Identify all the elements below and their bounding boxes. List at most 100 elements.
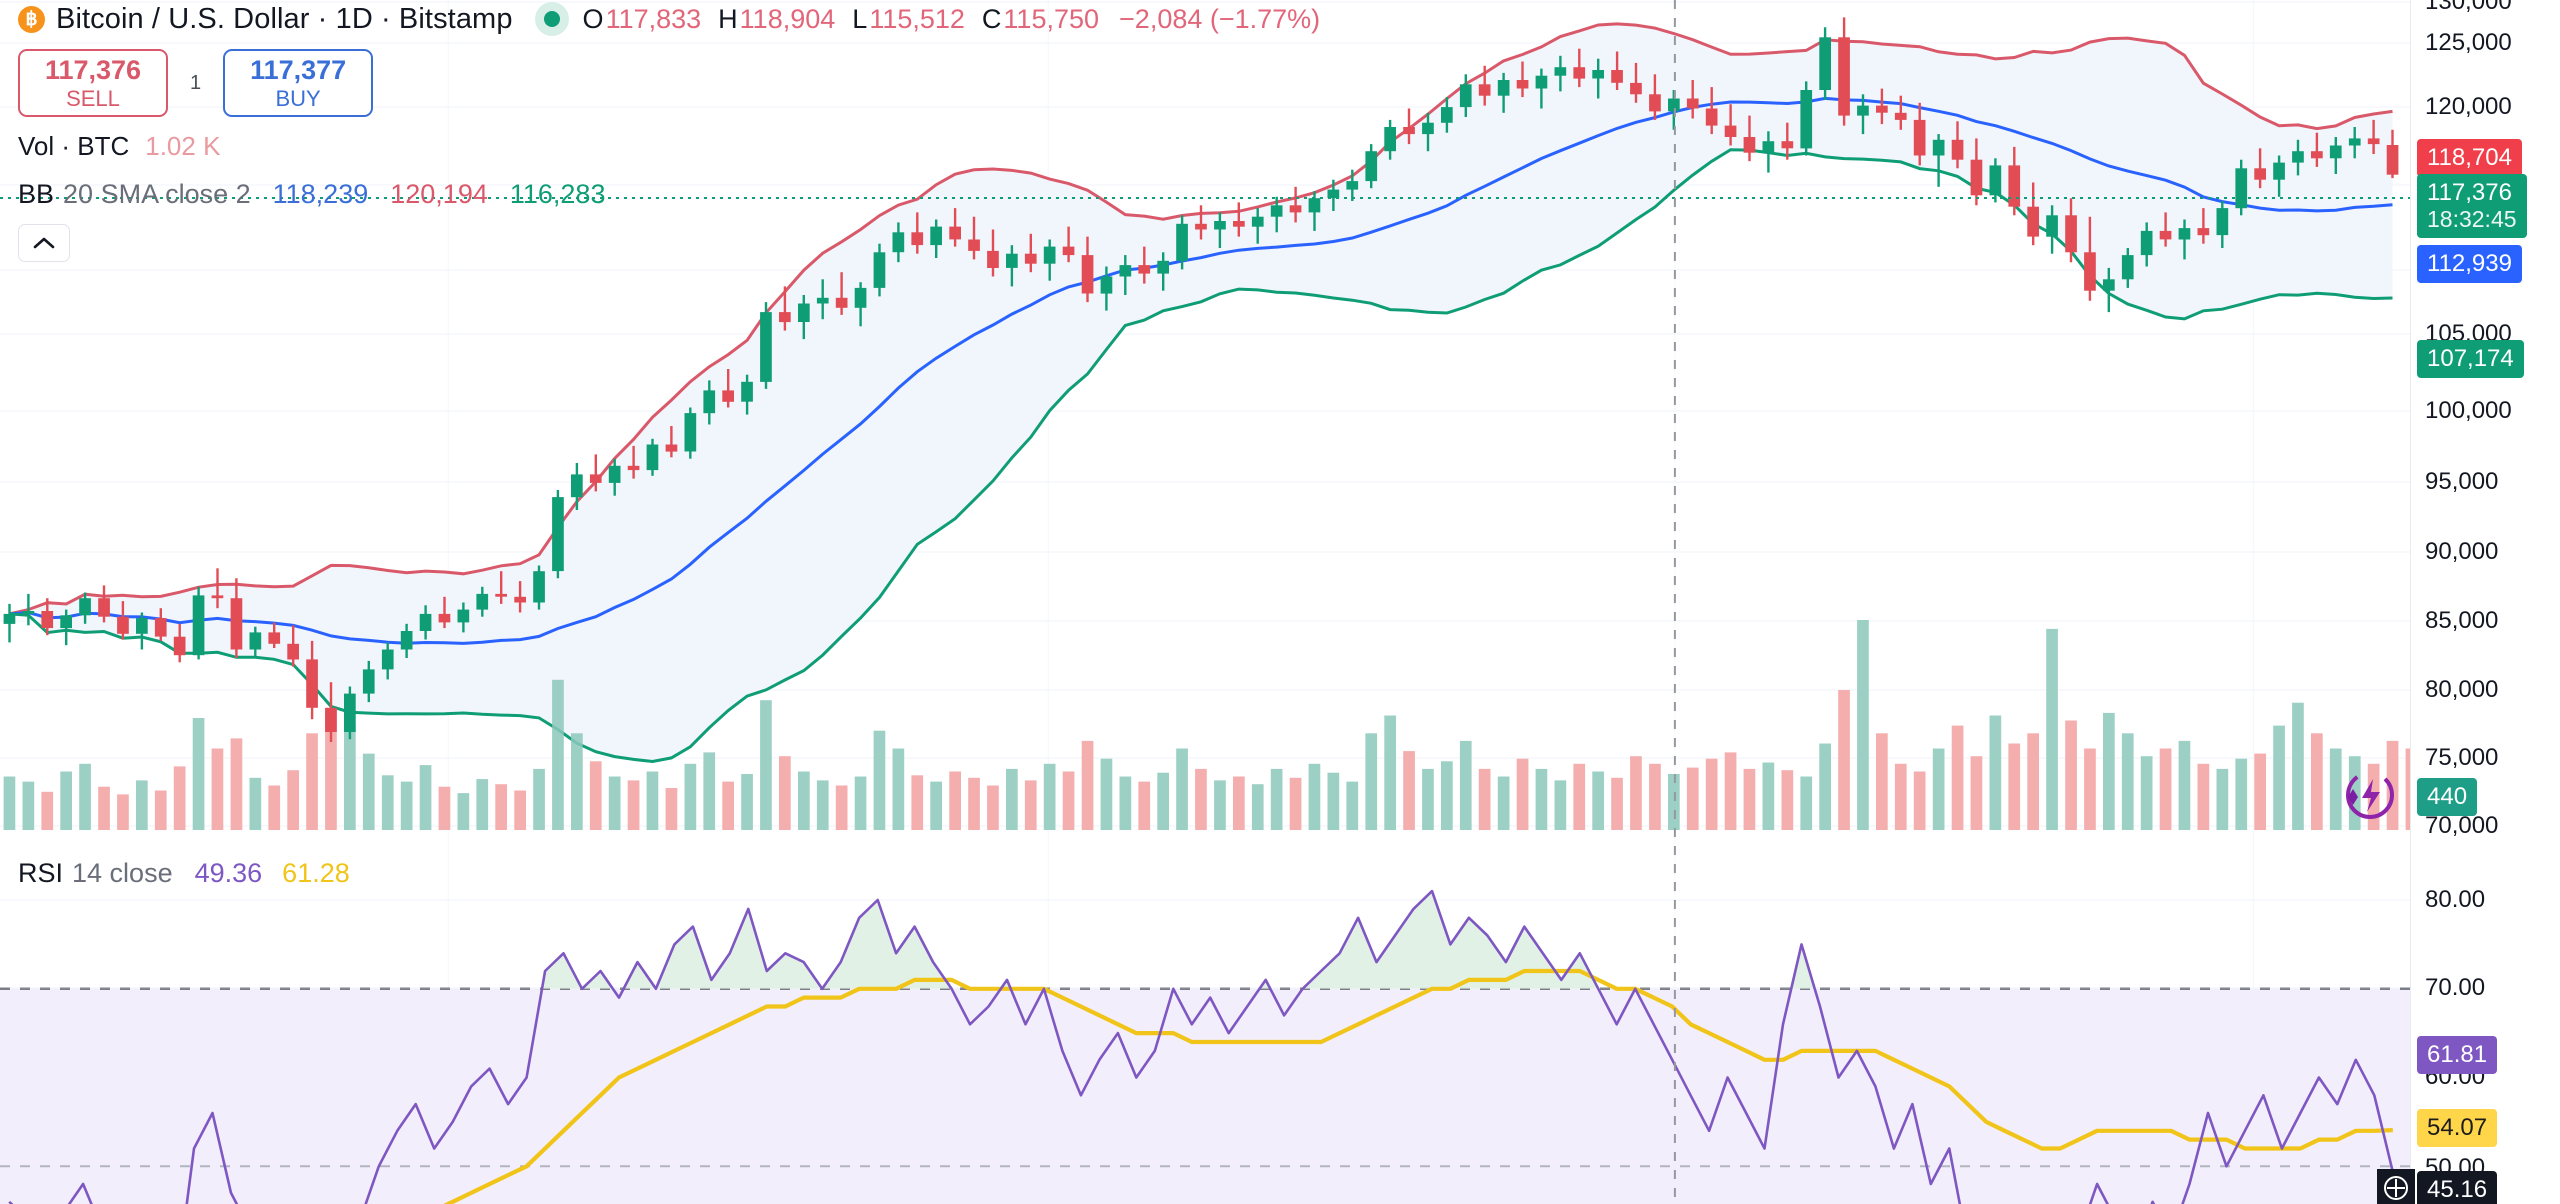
bb-fill <box>9 23 2393 762</box>
volume-bar <box>1743 768 1756 830</box>
sell-button[interactable]: 117,376 SELL <box>18 49 168 117</box>
volume-bar <box>911 775 924 830</box>
volume-bar <box>1857 620 1869 830</box>
candle-body <box>1403 127 1415 135</box>
volume-legend-value: 1.02 K <box>145 131 221 161</box>
candle-body <box>779 312 791 323</box>
bb-legend-name: BB <box>18 179 55 209</box>
volume-bar <box>1403 751 1415 830</box>
volume-bar <box>173 766 186 830</box>
chart-plot-area[interactable] <box>0 0 2410 1204</box>
ohlc-open-label: O <box>582 3 604 34</box>
volume-value-badge[interactable]: 440 <box>2417 778 2478 817</box>
market-open-dot-icon[interactable] <box>534 2 569 36</box>
candle-body <box>2008 165 2021 207</box>
volume-bar <box>514 790 526 830</box>
volume-bar <box>589 761 602 830</box>
candle-body <box>1365 151 1378 182</box>
buy-price: 117,377 <box>250 55 347 86</box>
candle-body <box>2348 138 2361 146</box>
price-scale[interactable]: 130,000125,000120,000115,000110,000105,0… <box>2377 0 2560 1204</box>
volume-bar <box>1970 756 1983 830</box>
volume-bar <box>344 725 356 830</box>
candle-body <box>1762 141 1775 153</box>
volume-bar <box>1630 756 1642 830</box>
candle-body <box>2235 168 2248 209</box>
candle-body <box>533 571 545 603</box>
volume-bar <box>1270 768 1283 830</box>
chart-canvas[interactable] <box>0 0 2410 1204</box>
volume-bar <box>2159 748 2172 830</box>
candle-body <box>1951 139 1964 160</box>
symbol-legend-row[interactable]: ฿ Bitcoin / U.S. Dollar · 1D · Bitstamp … <box>0 0 1320 38</box>
candle-body <box>1233 221 1245 227</box>
candle-body <box>930 226 942 246</box>
buy-label: BUY <box>275 85 321 111</box>
rsi-value-badge[interactable]: 61.81 <box>2417 1036 2498 1075</box>
bb-lower-value: 116,283 <box>509 179 606 209</box>
candle-body <box>2027 206 2039 237</box>
trade-quantity[interactable]: 1 <box>190 71 202 94</box>
volume-legend-row[interactable]: Vol · BTC 1.02 K <box>0 131 1320 162</box>
crosshair-price-badge[interactable]: 45.16 <box>2417 1171 2498 1204</box>
candle-body <box>1686 98 1699 109</box>
candle-body <box>3 613 16 624</box>
bb-basis-price-badge[interactable]: 112,939 <box>2417 245 2522 284</box>
candle-body <box>495 593 507 597</box>
candle-body <box>400 631 413 650</box>
volume-bar <box>2197 763 2210 830</box>
volume-bar <box>400 781 413 830</box>
candle-body <box>173 636 186 656</box>
candle-body <box>1800 90 1813 149</box>
bollinger-legend-row[interactable]: BB 20 SMA close 2 118,239 120,194 116,28… <box>0 179 1320 210</box>
ohlc-open-value: 117,833 <box>605 3 702 34</box>
last-price-badge[interactable]: 117,376 18:32:45 <box>2417 174 2527 239</box>
volume-bar <box>533 768 545 830</box>
candle-body <box>1724 125 1737 137</box>
bb-lower-price-badge[interactable]: 107,174 <box>2417 340 2524 379</box>
volume-bar <box>419 765 432 830</box>
volume-bar <box>835 785 848 830</box>
price-axis-tick: 95,000 <box>2425 468 2499 495</box>
volume-bar <box>1119 776 1132 830</box>
candle-body <box>892 232 905 253</box>
ai-sparkle-icon[interactable] <box>2346 771 2394 819</box>
crosshair-plus-icon[interactable] <box>2377 1169 2415 1204</box>
volume-bar <box>2273 725 2285 830</box>
volume-bar <box>1592 771 1604 830</box>
volume-bar <box>1214 780 1226 830</box>
volume-bar <box>552 679 564 830</box>
volume-bar <box>1724 752 1737 830</box>
volume-bar <box>60 771 72 830</box>
candle-body <box>1630 82 1642 95</box>
volume-bar <box>1535 768 1548 830</box>
volume-bar <box>1062 771 1075 830</box>
candle-body <box>287 643 299 660</box>
volume-bar <box>1800 776 1813 830</box>
price-axis-tick: 70.00 <box>2425 974 2486 1001</box>
collapse-legend-button[interactable] <box>18 224 70 262</box>
volume-bar <box>1195 768 1207 830</box>
volume-bar <box>1422 768 1434 830</box>
volume-bar <box>987 785 999 830</box>
volume-bar <box>2103 712 2115 830</box>
volume-bar <box>287 770 299 830</box>
volume-bar <box>79 763 91 830</box>
candle-body <box>249 632 262 650</box>
buy-button[interactable]: 117,377 BUY <box>223 49 374 117</box>
candle-body <box>2084 252 2096 291</box>
volume-bar <box>1081 740 1094 830</box>
volume-bar <box>2386 740 2399 830</box>
rsi-band-fill <box>0 988 2410 1204</box>
rsi-ma-value-badge[interactable]: 54.07 <box>2417 1109 2498 1148</box>
trade-buttons-row: 117,376 SELL 1 117,377 BUY <box>0 49 1320 117</box>
rsi-legend-row[interactable]: RSI 14 close 49.36 61.28 <box>18 858 350 889</box>
candle-body <box>1894 112 1907 120</box>
bb-upper-price-badge[interactable]: 118,704 <box>2417 139 2522 178</box>
candle-body <box>1611 70 1623 83</box>
volume-bar <box>2046 628 2058 830</box>
candle-body <box>1649 94 1661 112</box>
candle-body <box>306 659 318 708</box>
symbol-title[interactable]: Bitcoin / U.S. Dollar · 1D · Bitstamp <box>56 2 513 35</box>
candle-body <box>60 615 72 629</box>
